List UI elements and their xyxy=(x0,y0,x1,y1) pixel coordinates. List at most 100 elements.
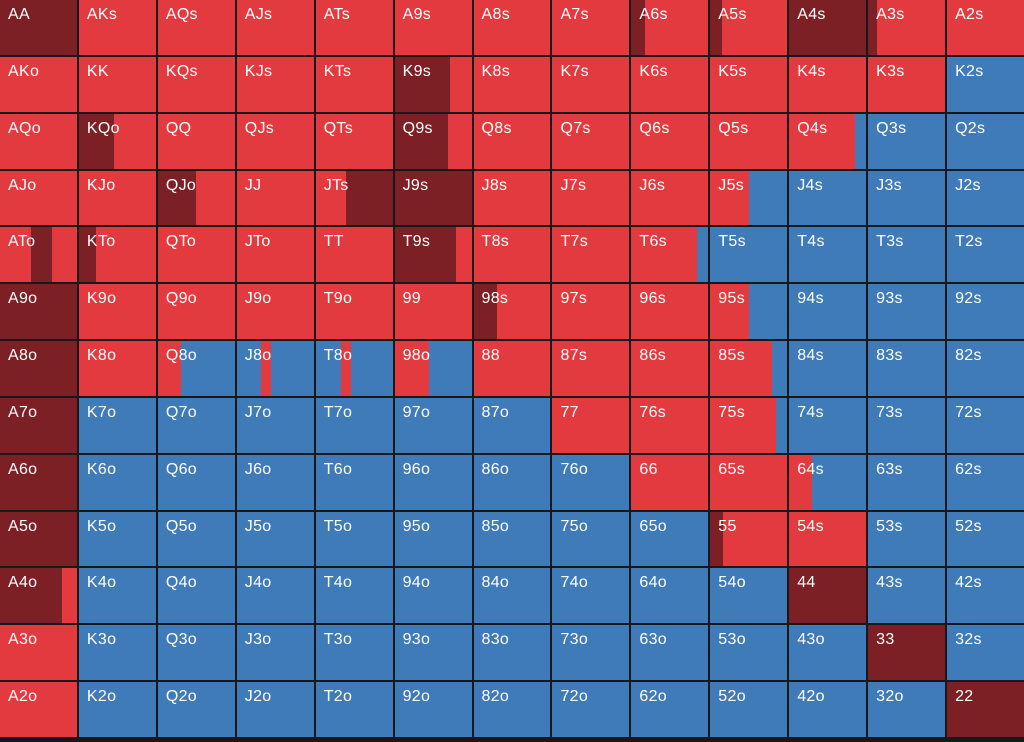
hand-cell-96o[interactable]: 96o xyxy=(394,454,472,510)
hand-cell-Q6o[interactable]: Q6o xyxy=(157,454,235,510)
hand-cell-KJs[interactable]: KJs xyxy=(236,56,314,112)
hand-cell-T6s[interactable]: T6s xyxy=(631,227,709,283)
hand-cell-76s[interactable]: 76s xyxy=(631,397,709,453)
hand-cell-AJo[interactable]: AJo xyxy=(0,170,77,226)
hand-cell-T2o[interactable]: T2o xyxy=(315,682,393,737)
hand-cell-62s[interactable]: 62s xyxy=(947,454,1024,510)
hand-cell-J8o[interactable]: J8o xyxy=(236,341,314,396)
hand-cell-KTs[interactable]: KTs xyxy=(315,56,393,112)
hand-cell-33[interactable]: 33 xyxy=(868,625,946,681)
hand-cell-K5s[interactable]: K5s xyxy=(710,56,788,112)
hand-cell-J2o[interactable]: J2o xyxy=(236,682,314,737)
hand-cell-82s[interactable]: 82s xyxy=(947,341,1024,396)
hand-cell-54o[interactable]: 54o xyxy=(710,568,788,624)
hand-cell-J5s[interactable]: J5s xyxy=(710,170,788,226)
hand-cell-K6o[interactable]: K6o xyxy=(78,454,156,510)
hand-cell-T9o[interactable]: T9o xyxy=(315,284,393,340)
hand-cell-65s[interactable]: 65s xyxy=(710,454,788,510)
hand-cell-Q9s[interactable]: Q9s xyxy=(394,113,472,169)
hand-cell-A3s[interactable]: A3s xyxy=(868,0,946,55)
hand-cell-JTs[interactable]: JTs xyxy=(315,170,393,226)
hand-cell-55[interactable]: 55 xyxy=(710,511,788,567)
hand-cell-84o[interactable]: 84o xyxy=(473,568,551,624)
hand-cell-84s[interactable]: 84s xyxy=(789,341,867,396)
hand-cell-53s[interactable]: 53s xyxy=(868,511,946,567)
hand-cell-52o[interactable]: 52o xyxy=(710,682,788,737)
hand-cell-QQ[interactable]: QQ xyxy=(157,113,235,169)
hand-cell-75s[interactable]: 75s xyxy=(710,397,788,453)
hand-cell-76o[interactable]: 76o xyxy=(552,454,630,510)
hand-cell-63s[interactable]: 63s xyxy=(868,454,946,510)
hand-cell-A6s[interactable]: A6s xyxy=(631,0,709,55)
hand-cell-86o[interactable]: 86o xyxy=(473,454,551,510)
hand-cell-96s[interactable]: 96s xyxy=(631,284,709,340)
hand-cell-J2s[interactable]: J2s xyxy=(947,170,1024,226)
hand-cell-K8s[interactable]: K8s xyxy=(473,56,551,112)
hand-cell-ATs[interactable]: ATs xyxy=(315,0,393,55)
hand-cell-T8s[interactable]: T8s xyxy=(473,227,551,283)
hand-cell-TT[interactable]: TT xyxy=(315,227,393,283)
hand-cell-T6o[interactable]: T6o xyxy=(315,454,393,510)
hand-cell-77[interactable]: 77 xyxy=(552,397,630,453)
hand-cell-94s[interactable]: 94s xyxy=(789,284,867,340)
hand-cell-K8o[interactable]: K8o xyxy=(78,341,156,396)
hand-cell-J5o[interactable]: J5o xyxy=(236,511,314,567)
hand-cell-T8o[interactable]: T8o xyxy=(315,341,393,396)
hand-cell-K3o[interactable]: K3o xyxy=(78,625,156,681)
hand-cell-KJo[interactable]: KJo xyxy=(78,170,156,226)
hand-cell-KTo[interactable]: KTo xyxy=(78,227,156,283)
hand-cell-64s[interactable]: 64s xyxy=(789,454,867,510)
hand-cell-Q3s[interactable]: Q3s xyxy=(868,113,946,169)
hand-cell-82o[interactable]: 82o xyxy=(473,682,551,737)
hand-cell-K9o[interactable]: K9o xyxy=(78,284,156,340)
hand-cell-97o[interactable]: 97o xyxy=(394,397,472,453)
hand-cell-74o[interactable]: 74o xyxy=(552,568,630,624)
hand-cell-Q4o[interactable]: Q4o xyxy=(157,568,235,624)
hand-cell-Q2s[interactable]: Q2s xyxy=(947,113,1024,169)
hand-cell-95s[interactable]: 95s xyxy=(710,284,788,340)
hand-cell-AA[interactable]: AA xyxy=(0,0,77,55)
hand-cell-Q2o[interactable]: Q2o xyxy=(157,682,235,737)
hand-cell-T5s[interactable]: T5s xyxy=(710,227,788,283)
hand-cell-K5o[interactable]: K5o xyxy=(78,511,156,567)
hand-cell-86s[interactable]: 86s xyxy=(631,341,709,396)
hand-cell-52s[interactable]: 52s xyxy=(947,511,1024,567)
hand-cell-Q4s[interactable]: Q4s xyxy=(789,113,867,169)
hand-cell-J9o[interactable]: J9o xyxy=(236,284,314,340)
hand-cell-97s[interactable]: 97s xyxy=(552,284,630,340)
hand-cell-22[interactable]: 22 xyxy=(947,682,1024,737)
hand-cell-53o[interactable]: 53o xyxy=(710,625,788,681)
hand-cell-T2s[interactable]: T2s xyxy=(947,227,1024,283)
hand-cell-A3o[interactable]: A3o xyxy=(0,625,77,681)
hand-cell-94o[interactable]: 94o xyxy=(394,568,472,624)
hand-cell-73s[interactable]: 73s xyxy=(868,397,946,453)
hand-cell-42o[interactable]: 42o xyxy=(789,682,867,737)
hand-cell-T5o[interactable]: T5o xyxy=(315,511,393,567)
hand-cell-54s[interactable]: 54s xyxy=(789,511,867,567)
hand-cell-A4o[interactable]: A4o xyxy=(0,568,77,624)
hand-cell-QJo[interactable]: QJo xyxy=(157,170,235,226)
hand-cell-43s[interactable]: 43s xyxy=(868,568,946,624)
hand-cell-Q6s[interactable]: Q6s xyxy=(631,113,709,169)
hand-cell-AKo[interactable]: AKo xyxy=(0,56,77,112)
hand-cell-93s[interactable]: 93s xyxy=(868,284,946,340)
hand-cell-72s[interactable]: 72s xyxy=(947,397,1024,453)
hand-cell-A4s[interactable]: A4s xyxy=(789,0,867,55)
hand-cell-73o[interactable]: 73o xyxy=(552,625,630,681)
hand-cell-J9s[interactable]: J9s xyxy=(394,170,472,226)
hand-cell-K4o[interactable]: K4o xyxy=(78,568,156,624)
hand-cell-A2s[interactable]: A2s xyxy=(947,0,1024,55)
hand-cell-KK[interactable]: KK xyxy=(78,56,156,112)
hand-cell-JJ[interactable]: JJ xyxy=(236,170,314,226)
hand-cell-Q8o[interactable]: Q8o xyxy=(157,341,235,396)
hand-cell-K4s[interactable]: K4s xyxy=(789,56,867,112)
hand-cell-98o[interactable]: 98o xyxy=(394,341,472,396)
hand-cell-98s[interactable]: 98s xyxy=(473,284,551,340)
hand-cell-A6o[interactable]: A6o xyxy=(0,454,77,510)
hand-cell-87s[interactable]: 87s xyxy=(552,341,630,396)
hand-cell-87o[interactable]: 87o xyxy=(473,397,551,453)
hand-cell-AQs[interactable]: AQs xyxy=(157,0,235,55)
hand-cell-Q8s[interactable]: Q8s xyxy=(473,113,551,169)
hand-cell-K2o[interactable]: K2o xyxy=(78,682,156,737)
hand-cell-44[interactable]: 44 xyxy=(789,568,867,624)
